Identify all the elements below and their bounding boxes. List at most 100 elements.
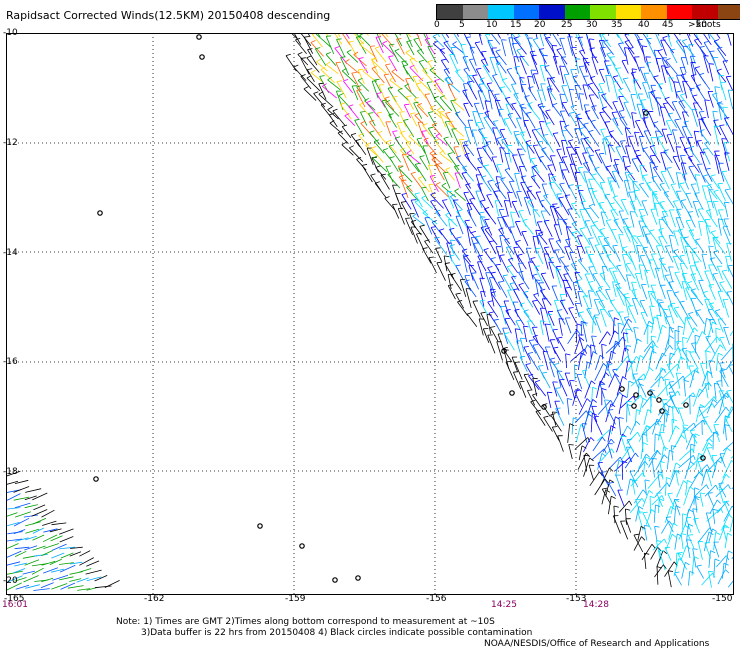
wind-barb [627,48,637,63]
wind-barb [642,456,646,477]
wind-barb [718,394,725,415]
wind-barb-flag [659,182,665,185]
wind-barb [578,445,583,461]
wind-barb [491,47,499,66]
wind-barb-flag [435,181,441,185]
wind-barb [545,123,554,137]
wind-barb-flag [613,195,619,198]
wind-barb-flag [523,325,529,328]
island-outline [332,577,338,583]
wind-barb [544,66,556,83]
wind-barb [327,109,339,120]
wind-barb [584,246,592,263]
wind-barb [625,518,632,533]
wind-barb-flag [538,155,544,158]
wind-barb-flag [342,124,348,127]
wind-barb [650,336,654,354]
wind-barb-flag [666,482,670,488]
wind-barb [643,525,648,541]
wind-barb [369,46,378,63]
wind-barb-flag [624,296,630,299]
wind-barb [431,221,443,236]
wind-barb [345,33,350,39]
wind-barb [449,229,461,246]
wind-barb [556,310,566,325]
wind-barb [675,217,683,237]
wind-barb [659,550,666,571]
wind-barb-flag [358,133,364,136]
wind-barb-flag [480,199,486,202]
wind-barb [585,147,594,163]
wind-barb-flag [532,344,538,346]
wind-barb [612,336,623,352]
wind-barb-flag [422,247,428,249]
wind-barb [478,318,484,336]
wind-barb-flag [639,165,645,167]
wind-barb [714,86,718,102]
wind-barb-flag [592,399,597,403]
wind-barb [453,146,461,163]
wind-barb [585,33,591,48]
wind-barb-flag [599,380,605,385]
wind-barb-flag [412,213,418,217]
wind-barb [417,105,429,118]
wind-barb [67,585,84,589]
wind-barb-flag [649,145,655,147]
wind-barb [555,269,562,289]
wind-barb [6,582,22,591]
wind-barb [539,65,546,82]
wind-barb [550,177,563,193]
wind-barb-flag [635,421,641,425]
wind-barb-flag [532,164,538,168]
wind-barb [617,490,625,507]
wind-barb [622,78,631,93]
wind-barb [631,235,638,255]
wind-barb [6,538,23,542]
wind-barb [635,273,641,289]
wind-barb [660,40,667,56]
wind-barb-flag [643,398,648,402]
wind-barb [594,150,603,164]
wind-barb [303,37,314,54]
wind-barb [515,241,525,255]
wind-barb-flag [681,533,687,535]
wind-barb-flag [656,314,662,317]
wind-barb-flag [394,48,400,52]
wind-barb [471,129,478,147]
wind-barb [612,81,619,100]
wind-barb-flag [539,199,545,202]
wind-barb-flag [547,391,553,394]
wind-barb [631,281,637,298]
wind-barb-flag [559,379,565,381]
wind-barb [666,33,672,47]
wind-barb [680,162,686,181]
wind-barb-flag [550,413,556,416]
wind-barb-flag [569,111,575,114]
wind-barb [655,352,663,370]
wind-barb [496,138,507,154]
wind-barb [578,398,588,415]
wind-barb [642,82,649,99]
wind-barb [689,471,700,488]
wind-barb-flag [552,426,558,428]
wind-barb [656,566,659,585]
wind-barb-flag [490,326,496,328]
wind-barb [369,132,380,145]
wind-barb-flag [307,48,313,51]
wind-barb-flag [554,206,560,209]
wind-barb [605,166,617,183]
wind-barb [687,534,695,549]
wind-barb [556,149,564,163]
wind-barb-flag [507,191,513,194]
wind-barb [496,33,502,39]
wind-barb-flag [342,68,347,72]
wind-barb [675,40,686,55]
wind-barb-flag [490,257,496,260]
wind-barb-flag [663,102,669,104]
wind-barb-flag [681,73,687,76]
wind-barb-flag [628,380,634,384]
wind-barb [678,101,690,117]
wind-barb [673,33,684,47]
wind-barb [559,111,567,128]
wind-barb [690,274,699,291]
